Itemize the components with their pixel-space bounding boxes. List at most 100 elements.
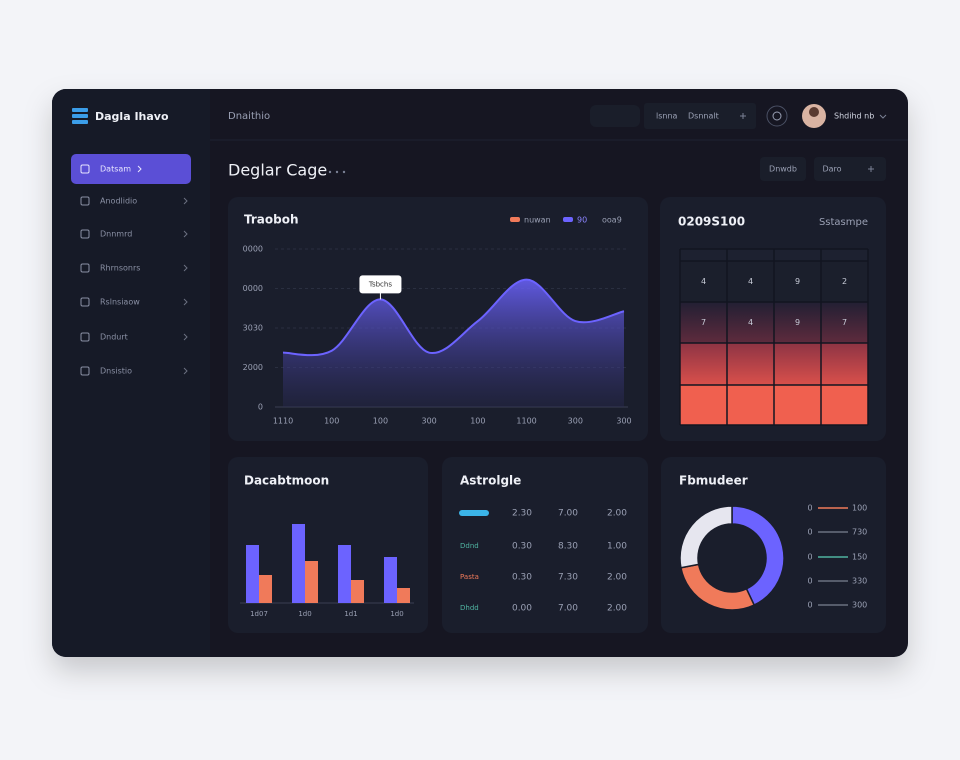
menu-item[interactable]: Datsam	[100, 165, 131, 174]
title-dots	[328, 170, 346, 174]
heatmap-cell: 7	[842, 318, 847, 327]
x-tick-label: 100	[373, 417, 388, 426]
bar	[384, 557, 397, 603]
row-label: Pasta	[460, 573, 479, 581]
bar	[305, 561, 318, 603]
menu-icon	[80, 229, 90, 239]
topbar-pill[interactable]	[590, 105, 640, 127]
avatar-face	[809, 107, 819, 117]
user-name: Shdihd nb	[834, 112, 874, 121]
bar-card	[228, 457, 428, 633]
donut-segment	[731, 505, 785, 607]
menu-item[interactable]: Anodlidio	[100, 197, 137, 206]
notification-icon	[772, 111, 782, 121]
x-tick-label: 1d0	[390, 610, 403, 618]
menu-icon	[80, 366, 90, 376]
area-line	[282, 278, 625, 357]
active-menu-bg[interactable]	[71, 154, 191, 184]
legend-label: 0	[807, 504, 812, 513]
breadcrumb: Dnaithio	[228, 111, 270, 122]
x-tick-label: 300	[422, 417, 437, 426]
bar	[338, 545, 351, 603]
search-text: lsnna	[656, 112, 678, 121]
sidebar	[52, 89, 210, 657]
y-tick-label: 0000	[243, 245, 263, 254]
filter-text: Dsnnalt	[688, 112, 719, 121]
menu-chevron	[183, 197, 188, 205]
legend-label: 0	[807, 577, 812, 586]
bar	[259, 575, 272, 603]
heatmap-cell: 4	[748, 277, 753, 286]
button-label: Daro	[822, 165, 841, 174]
menu-chevron	[183, 298, 188, 306]
x-tick-label: 1d0	[298, 610, 311, 618]
menu-chevron	[183, 230, 188, 238]
menu-item[interactable]: Dndurt	[100, 333, 128, 342]
tooltip	[359, 275, 402, 294]
card-title: Fbmudeer	[679, 474, 748, 488]
row-value: 1.00	[607, 542, 627, 552]
heatmap-cell: 9	[795, 318, 800, 327]
search-icon	[740, 113, 746, 119]
menu-chevron	[137, 165, 142, 173]
bar	[246, 545, 259, 603]
legend-value: 150	[852, 553, 867, 562]
logo-text: Dagla Ihavo	[95, 110, 169, 123]
menu-chevron	[183, 367, 188, 375]
heatmap-cell: 4	[748, 318, 753, 327]
legend-label: nuwan	[524, 216, 551, 225]
row-value: 7.00	[558, 509, 578, 519]
legend-swatch	[563, 217, 573, 222]
x-tick-label: 100	[470, 417, 485, 426]
menu-item[interactable]: Dnsistio	[100, 367, 132, 376]
page-title: Deglar Cage	[228, 161, 327, 180]
x-tick-label: 1100	[516, 417, 536, 426]
row-value: 2.00	[607, 573, 627, 583]
row-value: 8.30	[558, 542, 578, 552]
menu-icon	[80, 263, 90, 273]
row-value: 2.00	[607, 604, 627, 614]
user-chevron	[879, 114, 887, 119]
heatmap-cell: 2	[842, 277, 847, 286]
button[interactable]	[760, 157, 806, 181]
legend-swatch	[510, 217, 520, 222]
row-value: 0.30	[512, 542, 532, 552]
y-tick-label: 2000	[243, 363, 263, 372]
bar	[292, 524, 305, 603]
row-value: 7.00	[558, 604, 578, 614]
button-icon	[868, 166, 874, 172]
row-value: 2.00	[607, 509, 627, 519]
menu-icon	[80, 297, 90, 307]
menu-item[interactable]: Dnnmrd	[100, 230, 132, 239]
card-title: Astrolgle	[460, 474, 521, 488]
y-tick-label: 3030	[243, 324, 263, 333]
x-tick-label: 1110	[273, 417, 293, 426]
heatmap-cell: 9	[795, 277, 800, 286]
x-tick-label: 300	[616, 417, 631, 426]
x-tick-label: 300	[568, 417, 583, 426]
menu-item[interactable]: Rhrnsonrs	[100, 264, 140, 273]
x-tick-label: 1d1	[344, 610, 357, 618]
legend-label: ooa9	[602, 216, 622, 225]
card-title: 0209S100	[678, 215, 745, 229]
row-label: Ddnd	[460, 542, 479, 550]
row-value: 2.30	[512, 509, 532, 519]
menu-icon	[80, 196, 90, 206]
logo-icon	[72, 108, 88, 124]
y-tick-label: 0	[258, 403, 263, 412]
bar	[351, 580, 364, 603]
legend-value: 300	[852, 601, 867, 610]
row-value: 0.00	[512, 604, 532, 614]
button[interactable]	[814, 157, 886, 181]
row-value: 0.30	[512, 573, 532, 583]
notification-button[interactable]	[766, 105, 788, 127]
search-box[interactable]	[644, 103, 756, 129]
tooltip-text: Tsbchs	[368, 280, 392, 288]
menu-item[interactable]: Rslnsiaow	[100, 298, 140, 307]
x-tick-label: 100	[324, 417, 339, 426]
row-label: Dhdd	[460, 604, 479, 612]
card-title: Dacabtmoon	[244, 474, 329, 488]
bar	[397, 588, 410, 603]
row-value: 7.30	[558, 573, 578, 583]
